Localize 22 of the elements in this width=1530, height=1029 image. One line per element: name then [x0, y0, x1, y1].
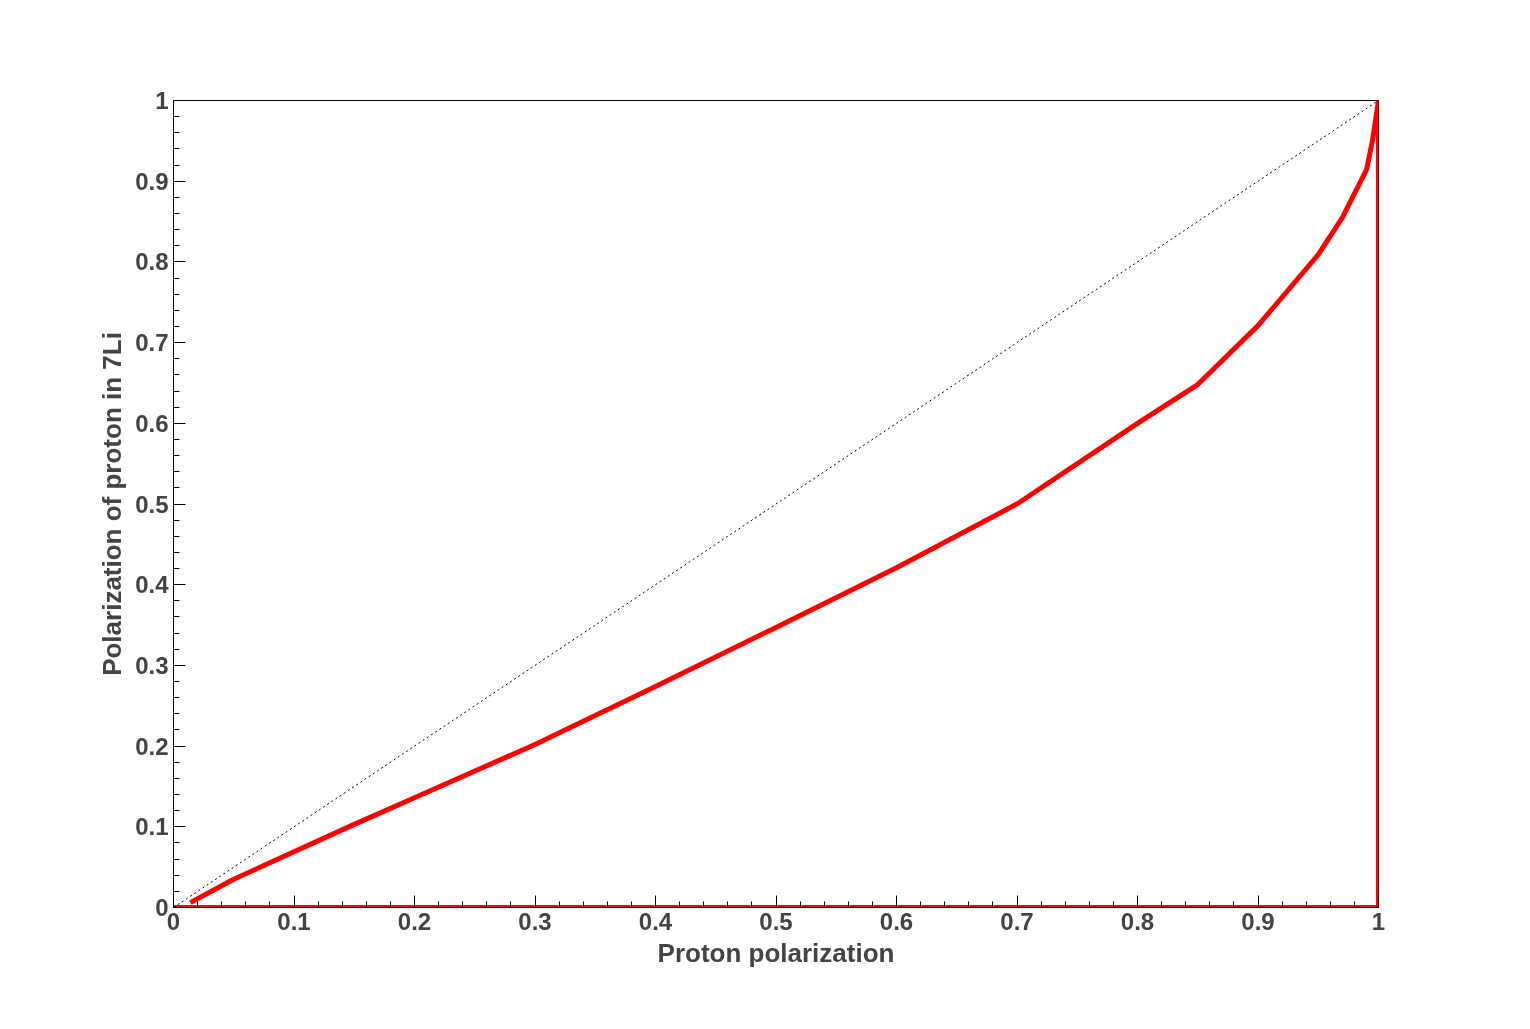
x-axis-title: Proton polarization [657, 937, 895, 968]
y-tick-label: 0.2 [135, 732, 169, 760]
y-tick-label: 0.9 [135, 167, 169, 195]
x-tick-label: 0.4 [638, 907, 673, 935]
y-tick-label: 0.8 [135, 248, 169, 276]
x-tick-label: 0.1 [277, 907, 311, 935]
x-tick-label: 0.8 [1120, 907, 1155, 935]
x-tick-label: 1 [1371, 907, 1386, 935]
x-tick-label: 0.2 [397, 907, 432, 935]
y-axis-title: Polarization of proton in 7Li [97, 332, 128, 676]
y-tick-label: 0.4 [135, 571, 170, 599]
y-tick-label: 0.7 [135, 329, 169, 357]
y-tick-label: 0.6 [135, 409, 169, 437]
y-tick-label: 0.3 [135, 651, 169, 679]
x-tick-label: 0.7 [1000, 907, 1034, 935]
x-tick-label: 0.9 [1241, 907, 1275, 935]
x-tick-label: 0.5 [759, 907, 793, 935]
y-tick-label: 0.1 [135, 813, 169, 841]
y-tick-label: 1 [155, 87, 169, 114]
y-tick-label: 0.5 [135, 490, 169, 518]
x-tick-label: 0.6 [879, 907, 914, 935]
x-tick-label: 0.3 [518, 907, 552, 935]
